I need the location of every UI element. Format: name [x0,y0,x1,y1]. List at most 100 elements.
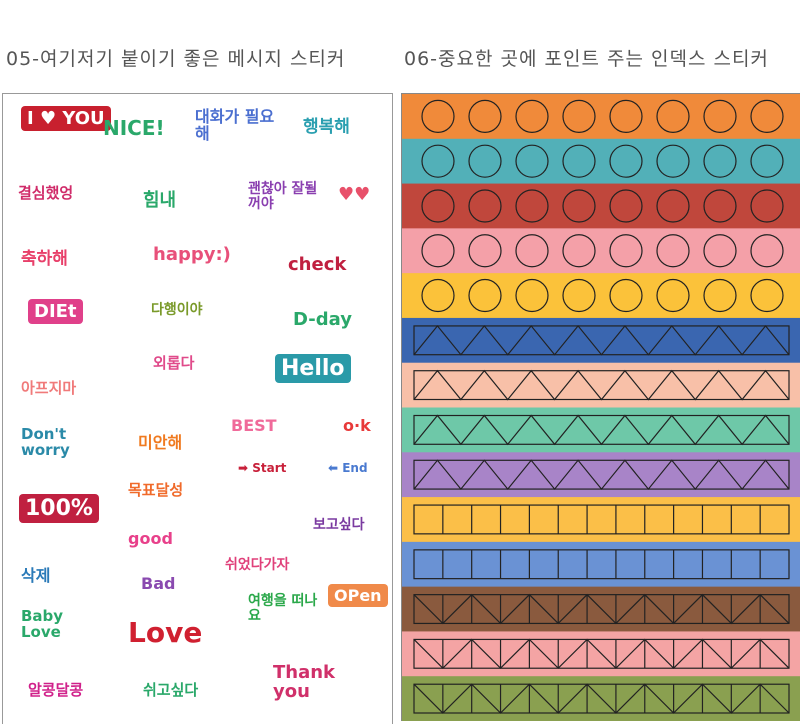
index-circle [609,144,643,178]
sticker: BEST [231,416,277,435]
index-zigzag [413,324,790,356]
index-zigzag [413,369,790,401]
index-circle [703,99,737,133]
index-strip [402,183,800,229]
index-circle [609,278,643,313]
sticker: 여행을 떠나요 [248,593,318,624]
sticker: Thank you [273,662,336,702]
index-zigzag [413,459,790,491]
index-circle [515,189,549,223]
index-circle [703,144,737,178]
index-circle [656,144,690,178]
sticker: I ♥ YOU [21,106,111,131]
index-strip [402,497,800,543]
sticker: Bad [141,574,176,593]
sticker: happy:) [153,244,231,265]
index-circle [750,234,784,268]
sticker: 괜찮아 잘될꺼야 [248,181,318,212]
sticker: 힘내 [143,190,177,211]
index-zigzag [413,683,790,714]
index-circle [656,234,690,268]
sticker: 목표달성 [128,481,184,499]
sticker: 삭제 [21,566,51,585]
sticker: 대화가 필요해 [195,107,275,143]
index-strip [402,138,800,185]
index-circle [609,234,643,268]
index-frame [413,549,790,580]
right-caption: 06-중요한 곳에 포인트 주는 인덱스 스티커 [404,48,769,70]
index-circle [421,234,455,268]
index-strip [402,317,800,364]
index-circle [515,144,549,178]
index-circle [515,234,549,268]
index-circle [656,99,690,133]
sticker: 결심했엉 [18,184,74,202]
index-circle [421,189,455,223]
index-circle [609,189,643,223]
sticker: 알콩달콩 [28,681,84,699]
index-circle [750,278,784,313]
sticker: Love [128,616,203,649]
index-circle [703,234,737,268]
sticker: Baby Love [21,607,64,641]
index-circle [562,99,596,133]
index-circle [750,144,784,178]
index-circle [609,99,643,133]
index-circle [703,189,737,223]
sticker: 100% [19,494,99,523]
sticker: 축하해 [21,249,68,269]
index-circle [468,189,502,223]
index-circle [750,189,784,223]
index-circle [468,144,502,178]
sticker: 외롭다 [153,354,195,372]
index-circle [421,144,455,178]
index-strip [402,541,800,588]
index-circle [562,189,596,223]
index-strip [402,452,800,498]
sticker: Hello [275,354,351,383]
index-circle [421,99,455,133]
index-strip [402,407,800,453]
index-circle [656,278,690,313]
sticker: 보고싶다 [313,517,365,533]
index-circle [515,278,549,313]
index-strip [402,273,800,319]
index-frame [413,683,790,714]
left-caption: 05-여기저기 붙이기 좋은 메시지 스티커 [6,48,346,70]
sticker: 다행이야 [151,302,203,318]
index-circle [468,99,502,133]
index-circle [656,189,690,223]
index-frame [413,638,790,669]
sticker: NICE! [103,116,165,140]
sticker: 쉬었다가자 [225,557,290,573]
index-strip [402,228,800,274]
sticker: 쉬고싶다 [143,681,199,699]
index-circle [468,234,502,268]
sticker: good [128,529,173,548]
index-circle [468,278,502,313]
index-circle [421,278,455,313]
index-strip [402,362,800,408]
index-frame [413,504,790,535]
sticker: ➡ Start [238,461,287,475]
sticker: o·k [343,416,371,435]
message-sticker-sheet: I ♥ YOU NICE! 대화가 필요해 행복해 결심했엉 힘내 괜찮아 잘될꺼야 ♥♥ 축하… [2,93,393,724]
index-circle [562,144,596,178]
index-frame [413,594,790,625]
index-circle [515,99,549,133]
index-zigzag [413,414,790,446]
sticker: OPen [328,584,388,607]
sticker: D-day [293,309,352,330]
index-strip [402,94,800,140]
sticker: check [288,254,347,275]
sticker: ♥♥ [338,184,371,205]
index-circle [703,278,737,313]
index-strips [402,94,800,721]
sticker: ⬅ End [328,461,368,475]
index-zigzag [413,638,790,670]
index-circle [562,278,596,313]
sticker: 아프지마 [21,379,77,397]
index-circle [562,234,596,268]
sticker: 미안해 [138,433,183,452]
sticker: DIEt [28,299,83,324]
